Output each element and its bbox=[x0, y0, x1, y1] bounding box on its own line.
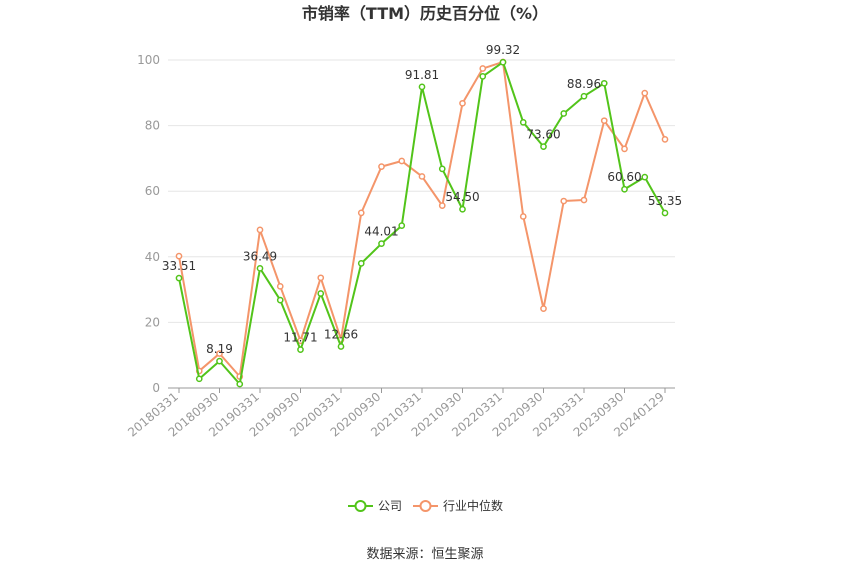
y-axis: 0 20 40 60 80 100 bbox=[137, 53, 160, 395]
data-point bbox=[580, 92, 588, 100]
data-point bbox=[438, 165, 446, 173]
source-note: 数据来源：恒生聚源 bbox=[366, 547, 483, 562]
series-line-1 bbox=[178, 60, 666, 378]
legend-item-1[interactable]: 行业中位数 bbox=[413, 498, 503, 513]
data-point bbox=[600, 79, 608, 87]
data-label: 11.71 bbox=[283, 331, 317, 345]
data-point bbox=[398, 157, 406, 165]
data-label: 88.96 bbox=[567, 77, 601, 91]
data-point bbox=[641, 89, 649, 97]
data-point bbox=[378, 240, 385, 247]
legend-label: 行业中位数 bbox=[443, 498, 503, 513]
data-point bbox=[236, 380, 244, 388]
y-tick-label: 80 bbox=[145, 119, 160, 133]
data-point bbox=[256, 264, 264, 272]
data-point bbox=[195, 375, 203, 383]
data-label: 12.66 bbox=[324, 327, 358, 341]
data-point bbox=[641, 173, 649, 181]
data-point bbox=[621, 145, 628, 153]
data-point bbox=[519, 213, 527, 220]
data-label: 99.32 bbox=[486, 43, 520, 57]
y-tick-label: 40 bbox=[145, 250, 160, 264]
data-point bbox=[661, 136, 669, 143]
data-point bbox=[276, 296, 284, 304]
data-point bbox=[276, 282, 284, 290]
data-point bbox=[378, 163, 385, 170]
data-point bbox=[418, 83, 426, 91]
data-point bbox=[216, 350, 223, 357]
data-point bbox=[256, 226, 264, 234]
data-label: 33.51 bbox=[162, 259, 196, 273]
data-point bbox=[175, 274, 183, 282]
data-point bbox=[418, 173, 426, 180]
data-point bbox=[661, 209, 669, 217]
y-tick-label: 20 bbox=[145, 315, 160, 329]
data-point bbox=[297, 346, 304, 353]
data-labels: 33.51 8.19 36.49 11.71 12.66 44.01 91.81 54.50 9… bbox=[162, 43, 682, 356]
data-label: 8.19 bbox=[206, 342, 233, 356]
legend-label: 公司 bbox=[378, 499, 402, 513]
y-tick-label: 100 bbox=[137, 53, 160, 67]
data-point bbox=[357, 260, 365, 267]
data-point bbox=[621, 185, 628, 193]
data-point bbox=[499, 58, 507, 66]
data-point bbox=[175, 252, 183, 260]
series-line-0 bbox=[178, 61, 666, 386]
data-point bbox=[459, 99, 466, 107]
data-label: 44.01 bbox=[364, 225, 398, 239]
data-point bbox=[540, 143, 547, 150]
data-label: 91.81 bbox=[405, 68, 439, 82]
data-point bbox=[438, 202, 446, 209]
legend-swatch-marker bbox=[419, 500, 432, 512]
data-point bbox=[600, 117, 608, 125]
grid-lines bbox=[168, 59, 675, 323]
legend-swatch-marker bbox=[354, 500, 367, 512]
data-point bbox=[216, 357, 223, 365]
data-point bbox=[540, 305, 547, 312]
data-label: 54.50 bbox=[445, 190, 479, 204]
data-label: 60.60 bbox=[607, 170, 641, 184]
data-point bbox=[459, 205, 466, 213]
data-point bbox=[398, 222, 406, 229]
data-point bbox=[357, 209, 365, 217]
data-label: 53.35 bbox=[648, 194, 682, 208]
data-point bbox=[317, 290, 325, 297]
data-point bbox=[519, 118, 527, 126]
data-label: 73.60 bbox=[526, 128, 560, 142]
legend-item-0[interactable]: 公司 bbox=[348, 499, 402, 513]
data-point bbox=[560, 110, 568, 117]
data-point bbox=[580, 196, 588, 204]
data-point bbox=[479, 65, 487, 72]
series-layer bbox=[175, 58, 669, 388]
chart-title: 市销率（TTM）历史百分位（%） bbox=[302, 4, 548, 23]
data-label: 36.49 bbox=[243, 249, 277, 263]
y-tick-label: 60 bbox=[145, 184, 160, 198]
legend[interactable]: 公司 行业中位数 bbox=[348, 498, 503, 513]
data-point bbox=[337, 343, 345, 350]
data-point bbox=[560, 197, 568, 205]
data-point bbox=[317, 274, 325, 282]
x-axis: 2018033120180930201903312019093020200331… bbox=[125, 387, 675, 440]
y-tick-label: 0 bbox=[152, 381, 160, 395]
data-point bbox=[479, 73, 487, 80]
